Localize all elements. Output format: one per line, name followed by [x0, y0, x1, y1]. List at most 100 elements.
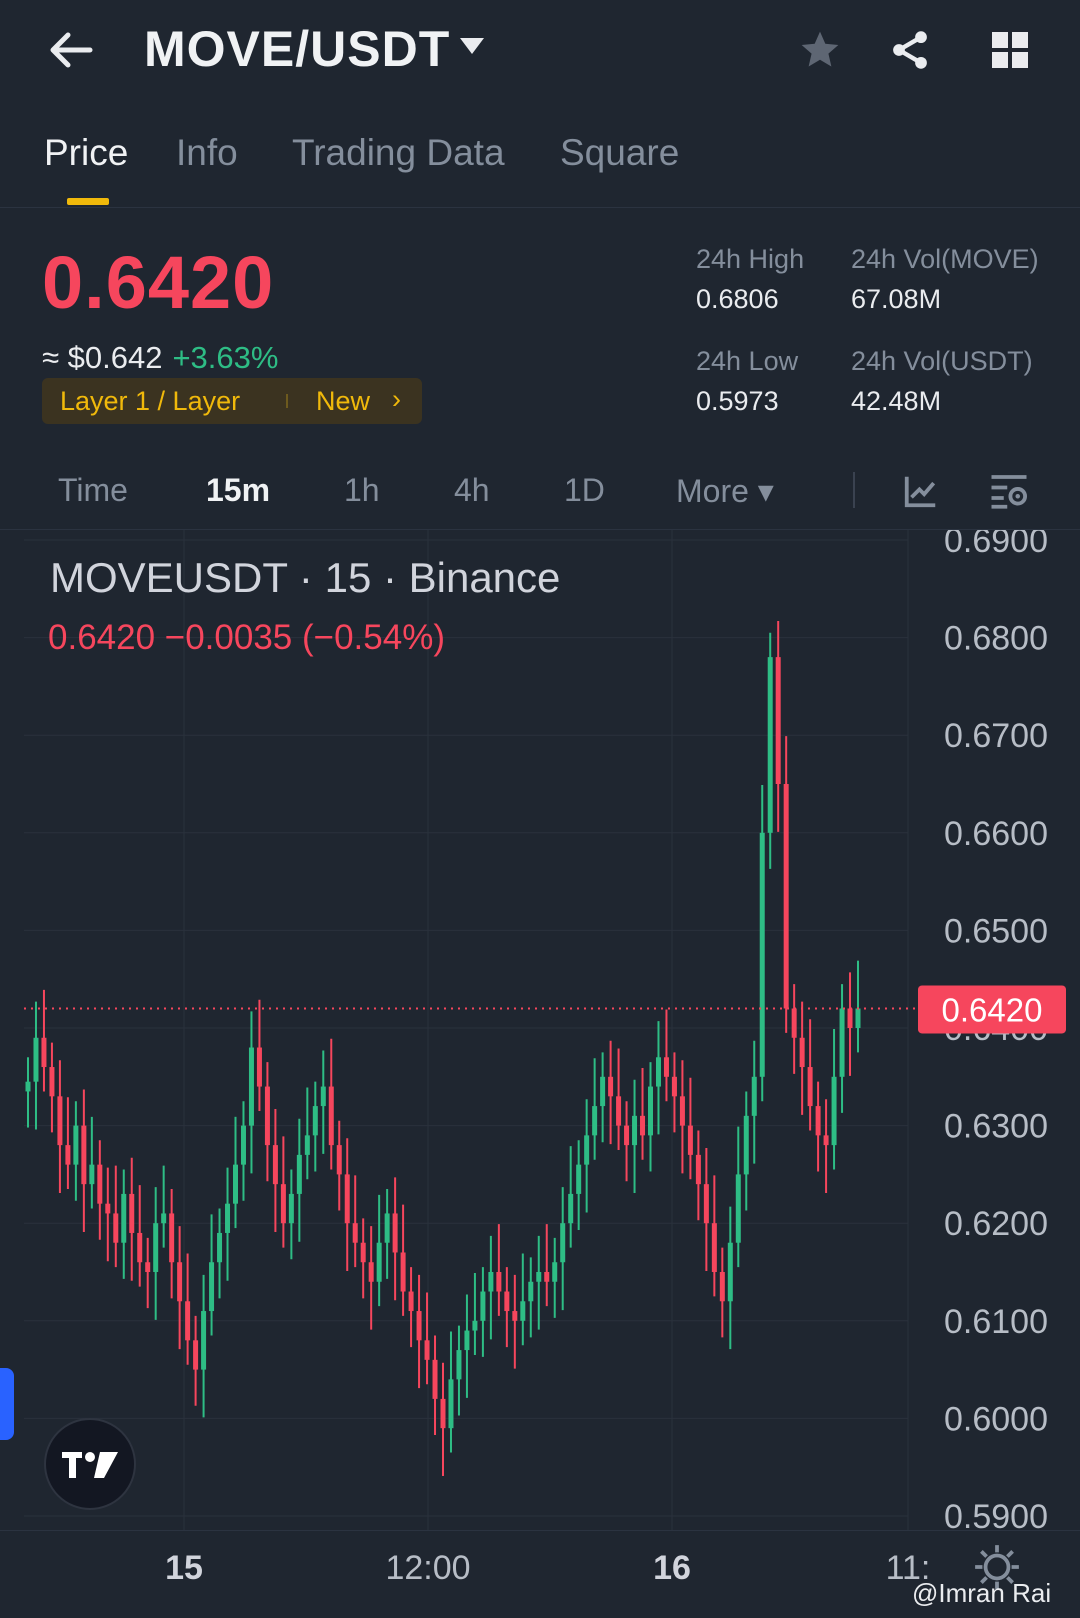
- candle-body: [640, 1115, 646, 1136]
- candlestick-chart[interactable]: 0.69000.68000.67000.66000.65000.64000.63…: [0, 530, 1080, 1530]
- candle-body: [823, 1135, 829, 1146]
- chart-settings-button[interactable]: [984, 468, 1034, 514]
- candle-body: [616, 1096, 622, 1126]
- y-tick-label: 0.6300: [944, 1108, 1048, 1146]
- candle-body: [65, 1145, 71, 1165]
- y-tick-label: 0.6200: [944, 1205, 1048, 1243]
- candle-body: [608, 1076, 614, 1097]
- category-tag[interactable]: Layer 1 / Layer New ›: [42, 378, 422, 424]
- candle-body: [264, 1086, 270, 1146]
- candle-body: [384, 1213, 390, 1243]
- price-chart[interactable]: 0.69000.68000.67000.66000.65000.64000.63…: [0, 530, 1080, 1540]
- top-bar: MOVE/USDT: [0, 0, 1080, 100]
- candle-body: [376, 1242, 382, 1282]
- candle-body: [671, 1076, 677, 1097]
- interval-1h[interactable]: 1h: [344, 472, 380, 508]
- candle-body: [767, 657, 773, 833]
- candle-body: [815, 1106, 821, 1136]
- interval-15m[interactable]: 15m: [206, 472, 271, 508]
- candle-body: [280, 1184, 286, 1224]
- candle-body: [496, 1272, 502, 1292]
- share-icon: [893, 31, 927, 69]
- candle-body: [336, 1145, 342, 1175]
- layout-button[interactable]: [980, 22, 1040, 78]
- low-value: 0.5973: [696, 386, 779, 416]
- candle-body: [855, 1008, 861, 1028]
- candle-body: [57, 1096, 63, 1146]
- candle-body: [536, 1272, 542, 1282]
- interval-time[interactable]: Time: [58, 472, 128, 508]
- chart-title: MOVEUSDT · 15 · Binance: [50, 554, 561, 601]
- candle-body: [679, 1096, 685, 1126]
- y-tick-label: 0.6500: [944, 912, 1048, 950]
- indicator-button[interactable]: [896, 468, 946, 514]
- candle-body: [424, 1340, 430, 1360]
- interval-1d[interactable]: 1D: [564, 472, 605, 508]
- last-price: 0.6420: [42, 241, 275, 324]
- candle-body: [847, 1008, 853, 1028]
- candle-body: [169, 1213, 175, 1263]
- y-tick-label: 0.5900: [944, 1498, 1048, 1530]
- candle-body: [751, 1076, 757, 1116]
- candle-body: [209, 1262, 215, 1312]
- interval-more[interactable]: More ▾: [676, 473, 774, 509]
- candle-body: [448, 1379, 454, 1429]
- candle-body: [320, 1086, 326, 1107]
- back-button[interactable]: [40, 22, 100, 78]
- candle-body: [153, 1223, 159, 1272]
- grid-icon: [992, 32, 1028, 68]
- share-button[interactable]: [880, 22, 940, 78]
- candle-body: [240, 1125, 246, 1165]
- category-tag-new: New: [316, 386, 371, 416]
- candle-body: [89, 1164, 95, 1185]
- candle-body: [568, 1193, 574, 1224]
- candle-body: [512, 1311, 518, 1321]
- candle-body: [177, 1262, 183, 1302]
- candle-body: [217, 1232, 223, 1263]
- interval-divider: [853, 472, 855, 508]
- candle-body: [727, 1242, 733, 1302]
- candle-body: [73, 1125, 79, 1165]
- vol-base-value: 67.08M: [851, 284, 942, 314]
- candle-body: [735, 1174, 741, 1243]
- last-price-marker-label: 0.6420: [942, 991, 1043, 1028]
- interval-4h[interactable]: 4h: [454, 472, 490, 508]
- candle-body: [648, 1086, 653, 1136]
- tradingview-logo[interactable]: [44, 1418, 136, 1510]
- candle-body: [225, 1203, 231, 1233]
- y-tick-label: 0.6000: [944, 1400, 1048, 1438]
- candle-body: [368, 1262, 374, 1282]
- candle-body: [41, 1037, 47, 1068]
- y-tick-label: 0.6900: [944, 530, 1048, 560]
- active-tab-indicator: [67, 198, 109, 205]
- candle-body: [743, 1115, 749, 1175]
- candle-body: [233, 1164, 238, 1204]
- candle-body: [703, 1184, 709, 1224]
- tab-square[interactable]: Square: [560, 132, 680, 173]
- candle-body: [759, 832, 765, 1077]
- candle-body: [201, 1311, 207, 1370]
- caret-down-icon[interactable]: [458, 36, 486, 61]
- section-tabs: Price Info Trading Data Square: [0, 118, 1080, 208]
- tab-info[interactable]: Info: [176, 132, 238, 173]
- candle-body: [440, 1398, 446, 1429]
- candle-body: [600, 1076, 606, 1107]
- x-tick-label: 16: [653, 1549, 691, 1587]
- candle-body: [272, 1145, 278, 1185]
- candle-body: [137, 1232, 143, 1263]
- vol-quote-value: 42.48M: [851, 386, 942, 416]
- tab-price[interactable]: Price: [44, 132, 129, 173]
- candle-body: [161, 1213, 167, 1224]
- tab-trading-data[interactable]: Trading Data: [292, 132, 505, 173]
- candle-body: [248, 1047, 254, 1126]
- chevron-right-icon: ›: [392, 384, 401, 414]
- favorite-button[interactable]: [790, 22, 850, 78]
- candle-body: [488, 1272, 494, 1292]
- drawer-handle[interactable]: [0, 1368, 14, 1440]
- gear-icon[interactable]: [972, 1542, 1022, 1592]
- pair-title[interactable]: MOVE/USDT: [144, 21, 451, 77]
- candle-body: [344, 1174, 350, 1224]
- low-label: 24h Low: [696, 346, 799, 376]
- candle-body: [480, 1291, 486, 1321]
- candle-body: [193, 1340, 199, 1370]
